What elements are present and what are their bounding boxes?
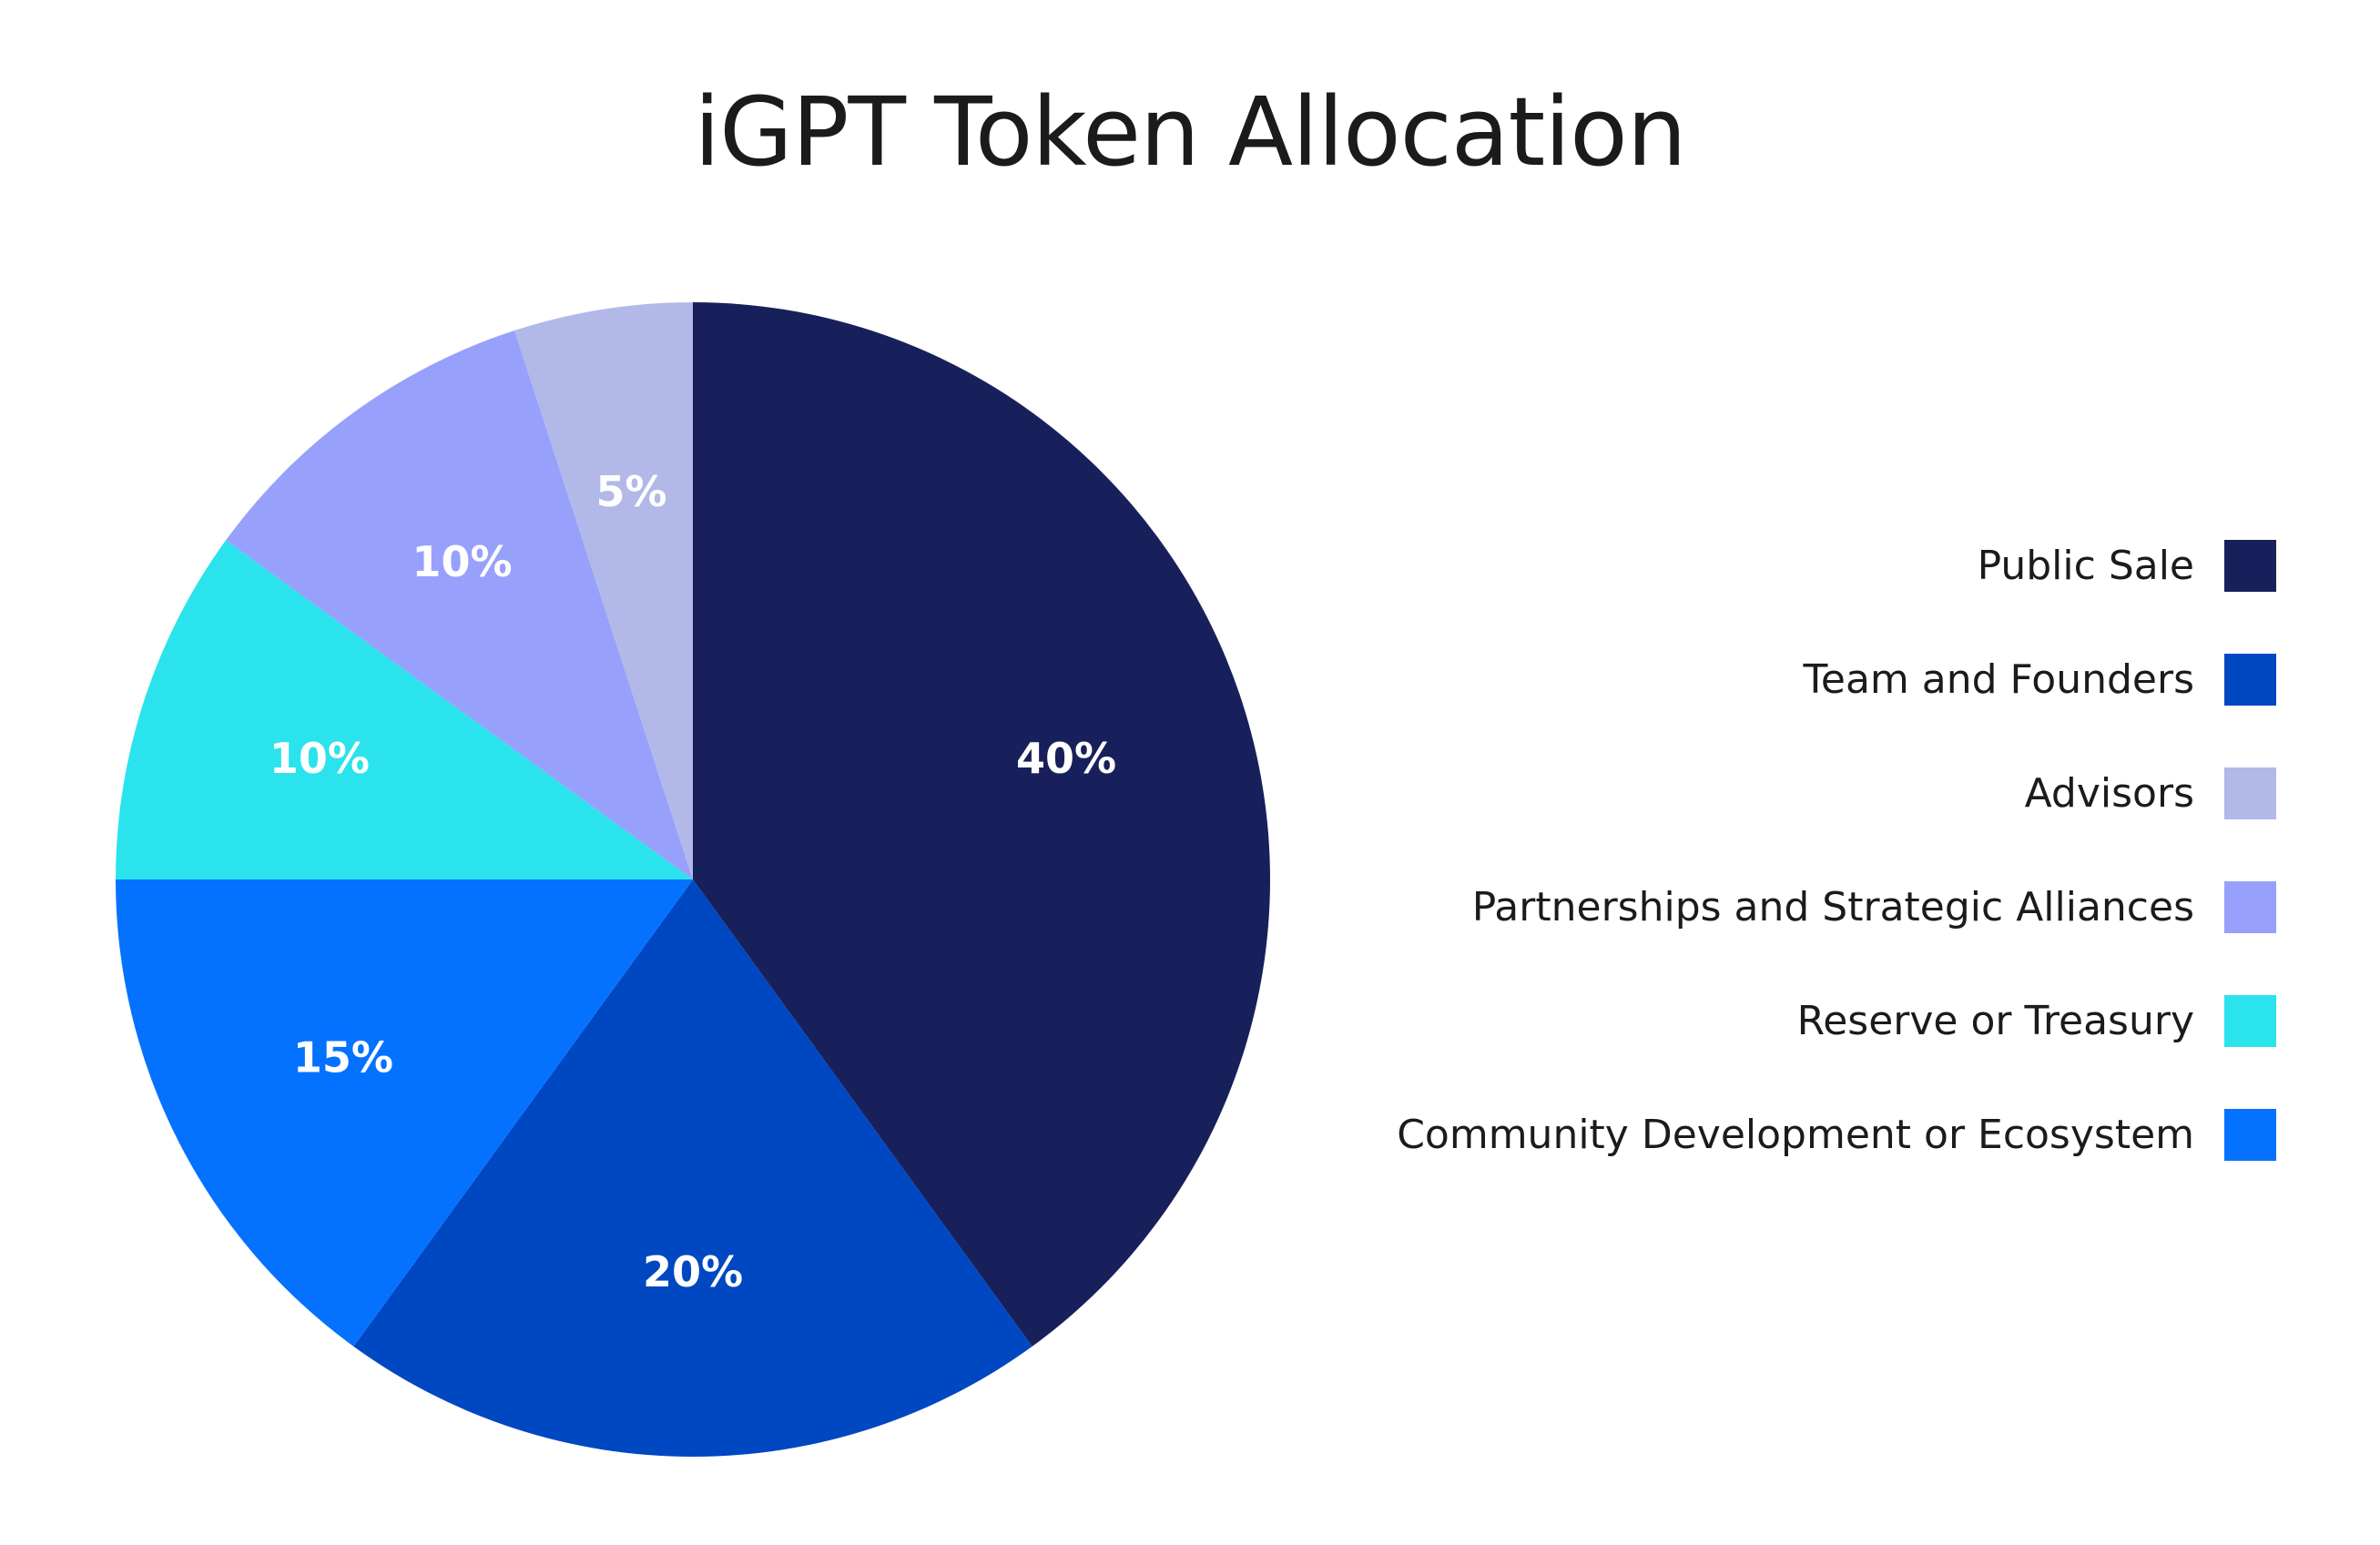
- slice-label-advisors: 5%: [596, 467, 667, 516]
- legend-item-advisors: Advisors: [1184, 767, 2276, 820]
- legend-swatch: [2224, 654, 2276, 706]
- pie-slice-partnerships-and-strategic-alliances: [226, 330, 693, 880]
- legend-item-reserve-or-treasury: Reserve or Treasury: [1184, 995, 2276, 1048]
- legend-swatch: [2224, 881, 2276, 933]
- pie-slice-reserve-or-treasury: [116, 540, 693, 879]
- slice-label-public-sale: 40%: [1016, 734, 1116, 783]
- slice-label-reserve-or-treasury: 10%: [270, 734, 370, 783]
- slice-label-community-development-or-ecosystem: 15%: [293, 1033, 393, 1083]
- slice-label-team-and-founders: 20%: [643, 1247, 743, 1296]
- legend-item-team-and-founders: Team and Founders: [1184, 654, 2276, 706]
- pie-slices: [116, 302, 1271, 1458]
- legend-swatch: [2224, 995, 2276, 1047]
- pie-slice-labels: 40% 20% 15% 10% 10% 5%: [270, 467, 1116, 1296]
- legend-label: Public Sale: [1977, 543, 2194, 589]
- legend-swatch: [2224, 540, 2276, 592]
- pie-slice-community-development-or-ecosystem: [116, 879, 693, 1347]
- legend-item-public-sale: Public Sale: [1184, 540, 2276, 593]
- slice-label-partnerships-and-strategic-alliances: 10%: [412, 537, 513, 586]
- pie-slice-team-and-founders: [353, 879, 1032, 1458]
- legend-label: Reserve or Treasury: [1796, 998, 2194, 1044]
- legend-item-partnerships-and-strategic-alliances: Partnerships and Strategic Alliances: [1184, 881, 2276, 934]
- legend-label: Advisors: [2024, 770, 2194, 817]
- legend-label: Team and Founders: [1803, 656, 2195, 703]
- legend-swatch: [2224, 767, 2276, 819]
- legend-label: Community Development or Ecosystem: [1397, 1112, 2194, 1158]
- pie-slice-public-sale: [693, 302, 1271, 1347]
- legend-item-community-development-or-ecosystem: Community Development or Ecosystem: [1184, 1109, 2276, 1162]
- pie-slice-advisors: [514, 302, 693, 879]
- legend-label: Partnerships and Strategic Alliances: [1471, 884, 2194, 930]
- legend-swatch: [2224, 1109, 2276, 1161]
- chart-title: iGPT Token Allocation: [694, 76, 1686, 188]
- chart-legend: Public Sale Team and Founders Advisors Part…: [1184, 540, 2276, 1223]
